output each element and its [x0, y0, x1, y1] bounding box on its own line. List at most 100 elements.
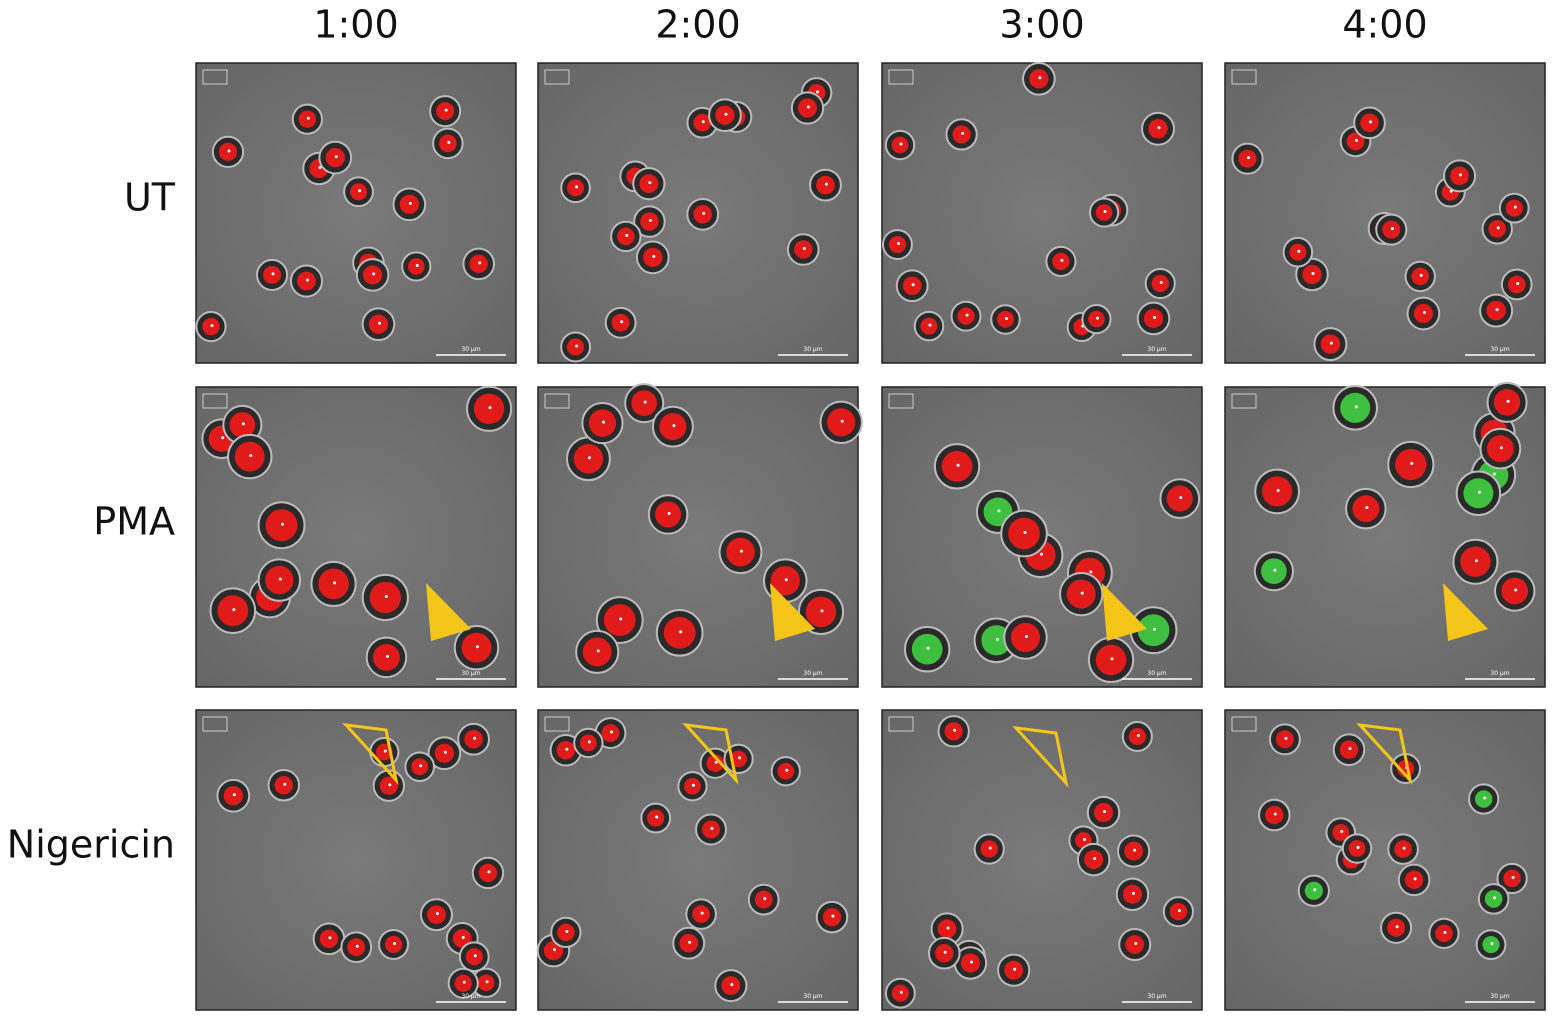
cell-highlight — [652, 254, 656, 258]
cell-highlight — [965, 313, 969, 317]
cell-highlight — [419, 764, 423, 768]
cell-highlight — [643, 400, 647, 404]
cell-highlight — [334, 155, 338, 159]
cell-highlight — [1060, 258, 1064, 262]
cell-highlight — [946, 926, 950, 930]
cell-highlight — [435, 912, 439, 916]
micrograph-panel: 30 µm — [1224, 381, 1546, 688]
inset-marker — [202, 69, 228, 85]
cell-highlight — [899, 142, 903, 146]
cell-highlight — [1131, 891, 1135, 895]
cell-highlight — [281, 522, 285, 526]
cell-highlight — [385, 654, 389, 658]
arrowhead — [1443, 583, 1488, 641]
column-header: 2:00 — [655, 3, 740, 47]
cell-highlight — [1110, 657, 1114, 661]
cell-highlight — [953, 728, 957, 732]
cell-highlight — [415, 263, 419, 267]
cell-highlight — [679, 630, 683, 634]
cell-highlight — [1395, 925, 1399, 929]
cell-highlight — [1313, 888, 1317, 892]
cell-highlight — [702, 211, 706, 215]
cell-highlight — [1273, 568, 1277, 572]
cell-highlight — [1495, 308, 1499, 312]
cell-highlight — [1134, 942, 1138, 946]
cell-highlight — [1355, 138, 1359, 142]
arrowhead-outline — [1356, 723, 1413, 786]
inset-marker — [544, 69, 570, 85]
cell-highlight — [1483, 796, 1487, 800]
cell-highlight — [1413, 877, 1417, 881]
cell-highlight — [625, 233, 629, 237]
cell-highlight — [447, 140, 451, 144]
arrowhead-outline — [1012, 726, 1069, 789]
cell-highlight — [1499, 446, 1503, 450]
arrowhead — [1102, 583, 1147, 641]
cell-highlight — [956, 463, 960, 467]
cell-highlight — [714, 760, 718, 764]
cell-highlight — [462, 980, 466, 984]
cell-highlight — [1038, 76, 1042, 80]
cell-highlight — [1422, 310, 1426, 314]
scale-bar-label: 30 µm — [803, 993, 822, 1000]
column-header: 3:00 — [999, 3, 1084, 47]
cell-highlight — [802, 246, 806, 250]
cell-highlight — [928, 323, 932, 327]
scale-bar-label: 30 µm — [1490, 993, 1509, 1000]
cell-highlight — [1348, 747, 1352, 751]
cell-highlight — [271, 272, 275, 276]
scale-bar-label: 30 µm — [461, 670, 480, 677]
cell-highlight — [587, 456, 591, 460]
cell-highlight — [552, 948, 556, 952]
cell-highlight — [1179, 496, 1183, 500]
cell-highlight — [473, 954, 477, 958]
arrowhead — [426, 583, 471, 641]
cell-highlight — [1284, 736, 1288, 740]
cell-highlight — [1093, 857, 1097, 861]
cell-highlight — [1297, 249, 1301, 253]
micrograph-panel: 30 µm — [881, 386, 1203, 688]
cell-highlight — [485, 980, 489, 984]
micrograph-panel: 30 µm — [881, 61, 1203, 364]
cell-highlight — [816, 90, 820, 94]
cell-highlight — [997, 509, 1001, 513]
cell-highlight — [824, 182, 828, 186]
micrograph-panel: 30 µm — [881, 709, 1203, 1011]
cell-highlight — [969, 960, 973, 964]
cell-highlight — [896, 242, 900, 246]
cell-highlight — [995, 637, 999, 641]
cell-highlight — [1369, 120, 1373, 124]
cell-highlight — [1443, 930, 1447, 934]
cell-highlight — [691, 783, 695, 787]
cell-highlight — [1516, 282, 1520, 286]
scale-bar-label: 30 µm — [1147, 346, 1166, 353]
column-header: 1:00 — [313, 3, 398, 47]
cell-highlight — [487, 870, 491, 874]
cell-highlight — [1402, 846, 1406, 850]
cell-highlight — [619, 617, 623, 621]
cell-highlight — [1496, 226, 1500, 230]
cell-highlight — [926, 646, 930, 650]
cell-highlight — [1136, 733, 1140, 737]
inset-marker — [888, 393, 914, 409]
cell-highlight — [1514, 588, 1518, 592]
cell-highlight — [575, 185, 579, 189]
cell-highlight — [730, 983, 734, 987]
cell-highlight — [210, 324, 214, 328]
cell-highlight — [1133, 848, 1137, 852]
scale-bar-label: 30 µm — [1147, 670, 1166, 677]
micrograph-panel: 30 µm — [537, 383, 863, 688]
cell-highlight — [601, 420, 605, 424]
cell-highlight — [1410, 461, 1414, 465]
arrowhead — [770, 583, 815, 641]
cell-highlight — [278, 577, 282, 581]
cell-highlight — [358, 189, 362, 193]
micrograph-panel: 30 µm — [536, 709, 859, 1011]
cell-highlight — [688, 940, 692, 944]
scale-bar-label: 30 µm — [803, 346, 822, 353]
panel-background — [195, 62, 517, 364]
cell-highlight — [1024, 634, 1028, 638]
cell-highlight — [377, 321, 381, 325]
